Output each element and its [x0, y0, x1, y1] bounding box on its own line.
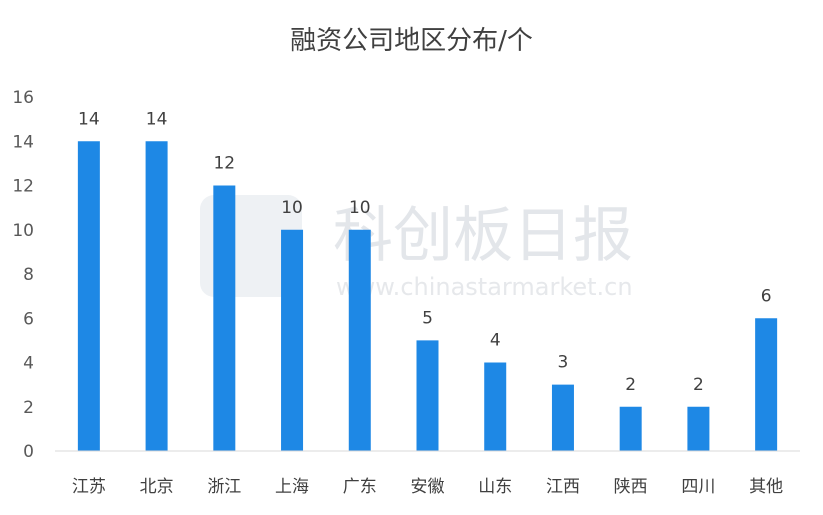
data-label: 5	[422, 308, 433, 328]
data-label: 2	[693, 375, 704, 395]
data-label: 14	[78, 109, 100, 129]
x-tick-label: 北京	[140, 477, 174, 497]
watermark-brand-text: 科创板日报	[333, 201, 633, 271]
x-tick-label: 四川	[681, 477, 715, 497]
bar	[687, 406, 710, 451]
bar	[213, 185, 236, 451]
bar	[755, 318, 778, 451]
x-tick-label: 陕西	[614, 477, 648, 497]
data-label: 2	[625, 375, 636, 395]
bar	[281, 229, 304, 451]
data-label: 10	[349, 198, 371, 218]
chart-title: 融资公司地区分布/个	[290, 26, 533, 56]
x-tick-label: 其他	[749, 477, 783, 497]
y-tick-label: 8	[23, 265, 34, 285]
y-tick-label: 4	[23, 354, 34, 374]
y-tick-label: 2	[23, 398, 34, 418]
watermark-url-text: www.chinastarmarket.cn	[336, 273, 633, 301]
bar	[77, 141, 100, 451]
x-tick-label: 山东	[478, 477, 512, 497]
x-tick-label: 广东	[343, 477, 377, 497]
bar	[145, 141, 168, 451]
data-label: 4	[490, 331, 501, 351]
x-tick-label: 安徽	[411, 477, 445, 497]
y-tick-label: 10	[12, 221, 34, 241]
x-tick-label: 江西	[546, 477, 580, 497]
y-axis: 0 2 4 6 8 10 12 14 16	[12, 88, 34, 462]
data-label: 14	[146, 109, 168, 129]
bar	[619, 406, 642, 451]
data-label: 6	[761, 286, 772, 306]
watermark: 科创板日报 www.chinastarmarket.cn	[200, 195, 633, 301]
bar	[551, 384, 574, 451]
bars: 14 14 12 10 10 5 4 3 2 2 6	[77, 109, 778, 451]
x-tick-label: 浙江	[207, 477, 241, 497]
y-tick-label: 0	[23, 442, 34, 462]
bar	[416, 340, 439, 451]
y-tick-label: 6	[23, 309, 34, 329]
x-tick-label: 江苏	[72, 477, 106, 497]
y-tick-label: 12	[12, 177, 34, 197]
data-label: 3	[558, 353, 569, 373]
bar	[348, 229, 371, 451]
data-label: 10	[281, 198, 303, 218]
y-tick-label: 16	[12, 88, 34, 108]
bar	[484, 362, 507, 451]
data-label: 12	[213, 154, 235, 174]
x-tick-label: 上海	[275, 477, 309, 497]
x-axis: 江苏 北京 浙江 上海 广东 安徽 山东 江西 陕西 四川 其他	[72, 477, 783, 497]
y-tick-label: 14	[12, 132, 34, 152]
